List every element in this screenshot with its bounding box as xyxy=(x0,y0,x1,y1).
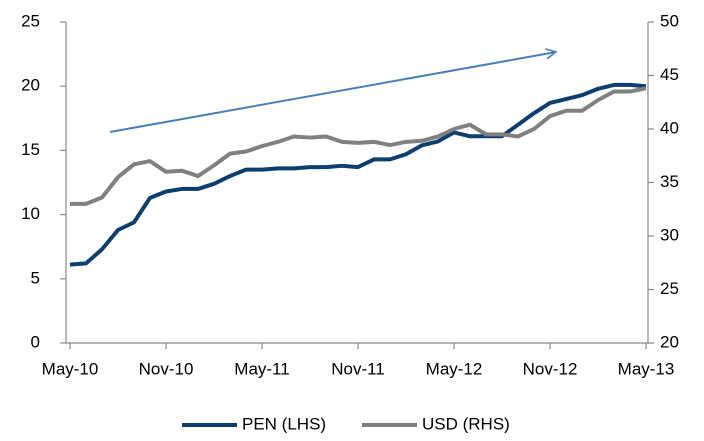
y-tick-label: 25 xyxy=(21,11,40,30)
y-tick-label: 0 xyxy=(31,332,40,351)
y-tick-label: 15 xyxy=(21,140,40,159)
y2-tick-label: 30 xyxy=(660,225,679,244)
x-tick-label: Nov-10 xyxy=(139,359,194,378)
y-tick-label: 5 xyxy=(31,268,40,287)
x-tick-label: Nov-11 xyxy=(331,359,385,378)
legend-label: PEN (LHS) xyxy=(242,414,326,433)
x-tick-label: May-10 xyxy=(42,359,99,378)
y2-tick-label: 25 xyxy=(660,279,679,298)
y2-tick-label: 20 xyxy=(660,332,679,351)
series-line xyxy=(69,82,647,267)
legend-label: USD (RHS) xyxy=(422,414,510,433)
x-tick-label: May-11 xyxy=(234,359,289,378)
y2-tick-label: 50 xyxy=(660,11,679,30)
x-tick-label: May-13 xyxy=(618,359,675,378)
y2-tick-label: 35 xyxy=(660,172,679,191)
trend-arrow xyxy=(109,52,556,133)
y-tick-label: 10 xyxy=(21,204,40,223)
y2-tick-label: 40 xyxy=(660,118,679,137)
x-tick-label: May-12 xyxy=(426,359,483,378)
x-tick-label: Nov-12 xyxy=(523,359,578,378)
y-tick-label: 20 xyxy=(21,76,40,95)
y2-tick-label: 45 xyxy=(660,65,679,84)
series-line xyxy=(70,86,647,206)
